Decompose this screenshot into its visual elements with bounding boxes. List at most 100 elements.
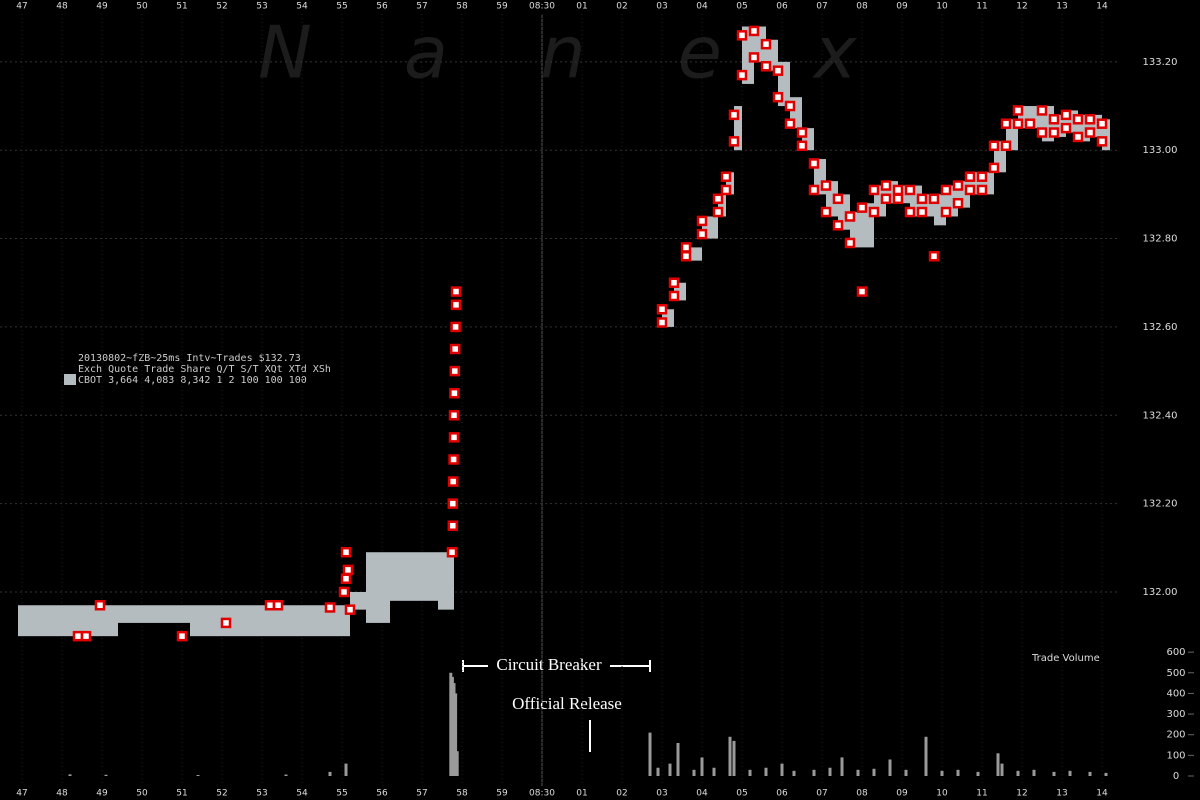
x-tick-label: 07	[816, 2, 827, 12]
x-tick-label: 13	[1056, 789, 1067, 799]
trade	[1084, 114, 1096, 125]
trade	[728, 109, 740, 121]
y-tick-label: 132.60	[1143, 322, 1178, 333]
x-tick-label: 08	[856, 2, 868, 12]
x-tick-label: 03	[656, 2, 667, 12]
trade	[220, 617, 232, 629]
trade	[712, 193, 724, 205]
x-tick-label: 53	[256, 789, 267, 799]
x-tick-label: 52	[216, 2, 227, 12]
trade	[450, 286, 462, 297]
volume-bar	[940, 770, 944, 776]
trade	[656, 303, 668, 315]
volume-bar	[764, 767, 768, 776]
trade	[856, 202, 868, 213]
trade	[748, 52, 760, 63]
volume-bar	[792, 770, 796, 776]
trade	[808, 158, 820, 169]
trade	[892, 184, 904, 196]
trade	[1060, 122, 1072, 134]
x-tick-label: 56	[376, 789, 388, 799]
quote-band	[390, 552, 438, 601]
volume-bar	[856, 769, 860, 776]
volume-tick-label: 600	[1166, 647, 1185, 658]
volume-bar	[1000, 763, 1004, 776]
trade	[668, 277, 680, 288]
x-tick-label: 53	[256, 2, 267, 12]
trade	[1084, 127, 1096, 138]
trade	[272, 599, 284, 611]
volume-tick-label: 400	[1166, 688, 1185, 699]
volume-bar	[924, 736, 928, 776]
trade	[449, 365, 461, 377]
trade	[448, 432, 460, 443]
info-row: CBOT 3,664 4,083 8,342 1 2 100 100 100	[78, 375, 307, 386]
x-tick-label: 06	[776, 2, 788, 12]
trade	[449, 387, 460, 399]
info-title: 20130802~fZB~25ms Intv~Trades $132.73	[78, 353, 301, 364]
x-tick-label: 09	[896, 789, 908, 799]
trade	[880, 180, 892, 191]
x-tick-label: 04	[696, 789, 708, 799]
volume-bar	[712, 767, 716, 776]
trade	[880, 193, 892, 205]
x-tick-label: 02	[616, 789, 627, 799]
trade	[892, 193, 904, 205]
x-tick-label: 09	[896, 2, 908, 12]
volume-bar	[1016, 770, 1020, 776]
trade	[964, 184, 976, 196]
volume-bar	[676, 742, 680, 776]
volume-bar	[728, 736, 732, 776]
x-tick-label: 49	[96, 789, 108, 799]
volume-tick-label: 200	[1166, 730, 1185, 741]
x-tick-label: 14	[1096, 2, 1108, 12]
trade	[952, 180, 964, 191]
trade	[772, 65, 784, 76]
volume-bar	[452, 683, 456, 776]
trade	[784, 118, 796, 129]
quote-band	[118, 605, 190, 623]
trade	[447, 520, 459, 531]
trade	[324, 602, 336, 613]
trade	[450, 299, 462, 311]
trade	[340, 573, 352, 584]
x-tick-label: 48	[56, 2, 68, 12]
x-tick-label: 55	[336, 789, 347, 799]
trade	[988, 140, 1000, 152]
volume-bar	[450, 676, 454, 776]
volume-bar	[700, 757, 704, 776]
trade	[1096, 136, 1108, 147]
volume-tick-label: 100	[1166, 750, 1185, 761]
x-tick-label: 11	[976, 2, 987, 12]
trade	[1024, 118, 1036, 129]
trade	[1060, 109, 1072, 121]
volume-tick-label: 0	[1173, 771, 1179, 782]
x-tick-label: 50	[136, 789, 148, 799]
volume-bar	[1032, 769, 1036, 776]
trade	[844, 211, 856, 222]
info-header: Exch Quote Trade Share Q/T S/T XQt XTd X…	[78, 364, 331, 375]
trade	[916, 193, 928, 205]
volume-bar	[812, 769, 816, 776]
y-tick-label: 132.80	[1143, 234, 1178, 245]
volume-bar	[956, 769, 960, 776]
x-tick-label: 04	[696, 2, 708, 12]
trade	[1012, 105, 1024, 116]
circuit-breaker-bracket	[462, 660, 651, 672]
trade	[446, 546, 458, 558]
trade	[964, 171, 976, 182]
trade	[1036, 105, 1048, 116]
quote-band	[734, 106, 742, 151]
x-tick-label: 08	[856, 789, 868, 799]
x-tick-label: 49	[96, 2, 108, 12]
x-tick-label: 50	[136, 2, 148, 12]
legend-swatch	[64, 374, 76, 385]
trade	[342, 564, 354, 576]
trade	[344, 604, 356, 615]
trade	[340, 546, 352, 558]
x-tick-label: 54	[296, 789, 308, 799]
trade	[952, 197, 964, 209]
x-tick-label: 14	[1096, 789, 1108, 799]
x-tick-label: 10	[936, 789, 948, 799]
